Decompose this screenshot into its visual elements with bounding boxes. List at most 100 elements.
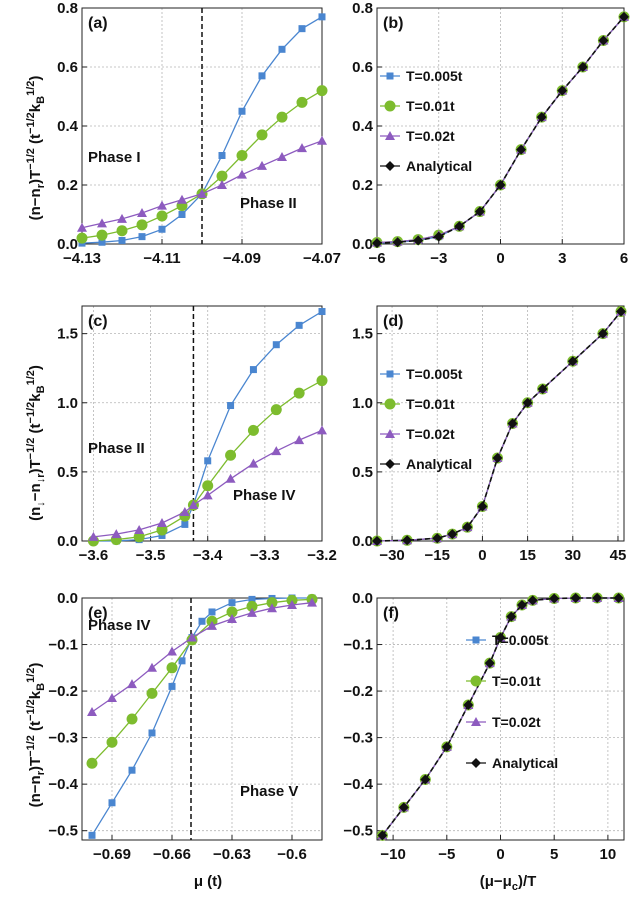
x-tick-label: 10 <box>600 846 617 863</box>
panel-label: (a) <box>88 15 108 32</box>
data-point <box>158 531 166 539</box>
phase-annotation: Phase IV <box>88 617 151 634</box>
data-point <box>433 231 444 242</box>
data-point <box>258 72 266 80</box>
legend-marker <box>385 429 395 438</box>
y-tick-label: 1.5 <box>352 326 373 343</box>
data-point <box>237 169 247 179</box>
legend-marker <box>471 758 481 768</box>
panel-label: (f) <box>383 605 399 622</box>
data-point <box>549 593 560 604</box>
data-point <box>598 35 609 46</box>
legend-marker <box>385 161 395 171</box>
data-point <box>88 831 96 839</box>
data-point <box>179 506 190 516</box>
plot-frame <box>376 305 625 542</box>
x-tick-label: −0.6 <box>277 846 307 863</box>
data-point <box>157 200 167 210</box>
y-tick-label: −0.4 <box>48 776 78 793</box>
phase-annotation: Phase IV <box>233 487 296 504</box>
data-point <box>316 375 328 387</box>
ylabel-row1: (n−nr)T−1/2 (t−1/2kB1/2) <box>25 76 47 221</box>
x-tick-label: −6 <box>368 250 385 267</box>
data-point <box>257 160 267 170</box>
data-point <box>198 617 206 625</box>
data-point <box>148 729 156 737</box>
x-tick-label: 30 <box>564 547 581 564</box>
data-point <box>204 457 212 465</box>
data-point <box>318 13 326 21</box>
data-point <box>592 593 603 603</box>
data-point <box>188 500 199 510</box>
data-point <box>136 219 148 231</box>
data-point <box>441 741 452 752</box>
series-triangle <box>87 597 317 717</box>
data-point <box>597 328 608 339</box>
y-tick-label: −0.2 <box>48 683 78 700</box>
data-point <box>447 529 458 540</box>
data-point <box>537 383 548 394</box>
data-point <box>118 236 126 244</box>
panel-b: −6 −3 0 3 6 0.0 0.2 0.4 0.6 0.8 (b) T=0.005t T=0.01t… <box>352 0 630 267</box>
data-point <box>462 522 473 533</box>
legend-marker <box>472 636 480 644</box>
data-point <box>307 597 317 607</box>
x-tick-label: −3.3 <box>250 547 280 564</box>
series-Analytical <box>372 306 626 546</box>
data-point <box>108 799 116 807</box>
x-tick-label: −4.11 <box>143 250 180 267</box>
y-tick-label: −0.3 <box>343 730 373 747</box>
x-tick-label: −0.63 <box>213 846 251 863</box>
data-point <box>271 446 282 456</box>
y-tick-label: 0.5 <box>352 464 373 481</box>
series-triangle <box>77 135 327 232</box>
data-point <box>97 218 107 228</box>
data-point <box>377 830 388 841</box>
y-tick-label: 0.8 <box>57 0 78 17</box>
y-tick-label: −0.4 <box>343 776 373 793</box>
data-point <box>615 306 626 317</box>
x-tick-label: −5 <box>438 846 455 863</box>
data-point <box>372 238 382 249</box>
data-point <box>402 535 413 546</box>
y-tick-label: 0.4 <box>57 118 79 135</box>
data-point <box>246 600 258 612</box>
panel-d: −30 −15 0 15 30 450.00.51.01.5(d)T=0.005tT=0.… <box>352 305 627 564</box>
x-tick-label: −3.2 <box>307 547 337 564</box>
panel-a: −4.13 −4.11 −4.09 −4.07 0.0 0.2 0.4 0.6 0.8 (a) Ph… <box>57 0 341 267</box>
y-tick-label: −0.5 <box>343 823 373 840</box>
data-point <box>527 595 538 606</box>
x-tick-label: −3.5 <box>136 547 166 564</box>
y-tick-label: 0.0 <box>352 236 373 253</box>
data-point <box>207 620 217 630</box>
x-tick-label: −4.09 <box>223 250 261 267</box>
data-point <box>287 599 297 609</box>
data-point <box>613 593 624 603</box>
data-point <box>294 435 305 445</box>
xlabel-f: (μ−μc)/T <box>480 873 537 893</box>
data-point <box>98 238 106 246</box>
data-point <box>157 518 167 528</box>
x-tick-label: 5 <box>550 846 558 863</box>
data-point <box>77 222 87 232</box>
data-point <box>454 221 465 232</box>
y-tick-label: 1.0 <box>57 395 78 412</box>
data-point <box>516 599 527 610</box>
y-tick-label: 0.0 <box>352 590 373 607</box>
y-tick-label: 0.0 <box>57 236 78 253</box>
data-point <box>267 603 277 613</box>
data-point <box>557 85 568 96</box>
data-point <box>372 536 382 546</box>
data-point <box>247 424 259 436</box>
y-tick-label: 0.0 <box>352 533 373 550</box>
data-point <box>133 531 145 543</box>
data-point <box>276 111 288 123</box>
x-tick-label: 0 <box>496 846 504 863</box>
data-point <box>256 129 268 141</box>
data-point <box>181 520 189 528</box>
data-point <box>398 802 409 813</box>
x-tick-label: −30 <box>379 547 404 564</box>
data-point <box>278 45 286 53</box>
x-tick-label: −3 <box>430 250 447 267</box>
